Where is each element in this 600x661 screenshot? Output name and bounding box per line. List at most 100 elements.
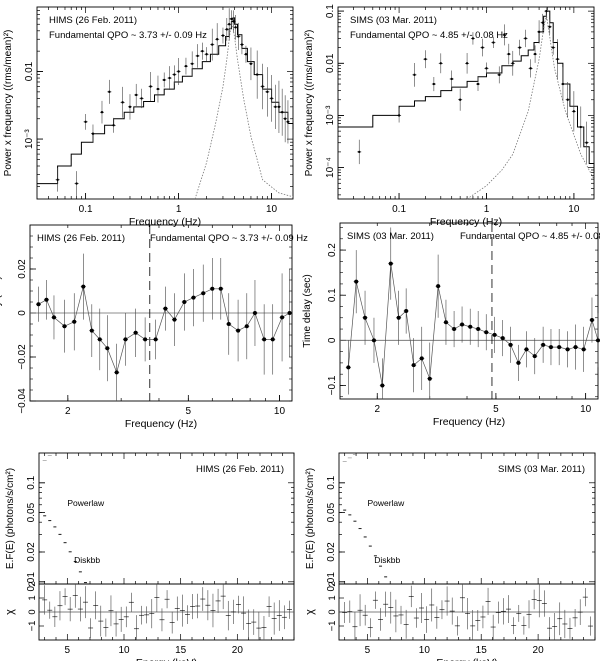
data-point: [172, 317, 177, 322]
data-point: [458, 98, 462, 101]
data-point: [492, 41, 495, 44]
data-point: [211, 43, 214, 46]
data-point: [524, 37, 527, 40]
diskbb-label: Diskbb: [74, 555, 100, 565]
y-tick-label: 0.1: [327, 288, 338, 302]
model-line: [338, 10, 595, 173]
y-tick-label: 10⁻⁴: [325, 157, 336, 178]
x-tick-label: 5: [186, 406, 192, 417]
y-tick-label: 0.02: [326, 542, 337, 562]
data-point: [548, 25, 551, 29]
x-tick-label: 0.1: [392, 204, 406, 215]
data-point: [346, 365, 351, 370]
data-point: [236, 328, 241, 333]
resid-tick-label: 2: [27, 581, 38, 586]
y-tick-label: 0: [327, 337, 338, 343]
data-point: [548, 345, 553, 350]
data-point: [182, 300, 187, 304]
data-point: [476, 82, 480, 86]
data-point: [396, 315, 401, 320]
data-point: [121, 101, 124, 104]
data-point: [529, 67, 532, 70]
data-point: [201, 49, 204, 53]
data-point: [163, 306, 168, 311]
x-tick-label: 15: [175, 645, 187, 656]
y-axis-label: Time delay (sec): [302, 274, 313, 348]
x-tick-label: 10: [274, 406, 286, 417]
data-point: [508, 342, 513, 347]
data-point: [173, 73, 176, 76]
y-axis-label: Time delay (sec): [0, 276, 3, 350]
y-tick-label: 0.01: [325, 53, 336, 73]
plot-frame: [339, 222, 599, 400]
data-point: [190, 62, 194, 66]
data-point: [112, 124, 115, 127]
data-point: [244, 53, 248, 56]
data-point: [541, 342, 546, 347]
data-point: [507, 52, 510, 56]
data-point: [452, 327, 457, 332]
data-point: [439, 62, 442, 65]
data-point: [589, 318, 594, 323]
data-point: [465, 62, 469, 65]
x-tick-label: 20: [232, 645, 244, 656]
data-point: [237, 35, 240, 38]
y-tick-label: −0.02: [17, 344, 28, 370]
data-point: [62, 324, 67, 329]
x-tick-label: 20: [533, 645, 545, 656]
data-point: [566, 98, 569, 101]
data-point: [252, 311, 257, 315]
data-point: [287, 311, 292, 315]
data-point: [123, 337, 128, 342]
diskbb-label: Diskbb: [374, 555, 400, 565]
data-point: [97, 337, 102, 342]
data-point: [277, 105, 281, 109]
y-tick-label: 0.1: [326, 475, 337, 489]
panel-title: SIMS (03 Mar. 2011): [347, 231, 434, 242]
data-point: [411, 363, 416, 368]
data-point: [191, 295, 196, 300]
data-point: [84, 120, 87, 124]
qpo-annotation: Fundamental QPO ~ 4.85 +/- 0.08 Hz: [350, 30, 508, 41]
x-axis-label: Energy (keV): [136, 657, 197, 661]
x-tick-label: 1: [484, 204, 490, 215]
y-tick-label: 0.05: [26, 502, 37, 522]
lag-connecting-line: [348, 263, 599, 386]
powerlaw-label: Powerlaw: [367, 498, 405, 508]
plot-frame: [337, 6, 595, 200]
data-point: [156, 87, 160, 91]
data-point: [283, 117, 287, 120]
x-axis-label: Frequency (Hz): [125, 418, 197, 430]
y-tick-label: 0.02: [26, 542, 37, 562]
chart-spec_sims: 5 10 15 20 0.01 0.02 0.05 0.1 −1 0 1 2 Powerlaw Diskb…: [304, 452, 596, 661]
resid-tick-label: −1: [327, 621, 338, 632]
data-point: [532, 354, 537, 359]
qpo-lorentzian-line: [466, 14, 595, 200]
panel-title: HIMS (26 Feb. 2011): [37, 233, 125, 244]
chart-lag_sims: 2 5 10 −0.1 0 0.1 0.2 SIMS (03 Mar. 2011) Fundam…: [302, 222, 600, 428]
data-point: [230, 17, 233, 21]
data-point: [81, 284, 86, 289]
data-point: [485, 67, 488, 70]
plot-frame: [36, 6, 294, 200]
data-point: [450, 77, 453, 81]
lag-connecting-line: [38, 286, 290, 374]
data-point: [266, 90, 269, 94]
data-point: [354, 279, 359, 284]
x-tick-label: 10: [580, 404, 592, 415]
data-point: [524, 347, 529, 352]
x-tick-label: 0.1: [79, 204, 93, 215]
resid-tick-label: 0: [327, 609, 338, 614]
x-tick-label: 10: [266, 204, 278, 215]
data-point: [140, 97, 143, 100]
panel-title: HIMS (26 Feb. 2011): [49, 15, 137, 26]
chart-psd_hims: 0.1 1 10 10⁻³ 0.01 HIMS (26 Feb. 2011) Fundame…: [3, 6, 294, 228]
data-point: [232, 20, 235, 23]
data-point: [75, 182, 78, 185]
data-point: [557, 345, 562, 350]
data-point: [573, 345, 578, 350]
data-point: [388, 261, 393, 266]
data-point: [56, 178, 59, 182]
data-point: [244, 324, 249, 329]
